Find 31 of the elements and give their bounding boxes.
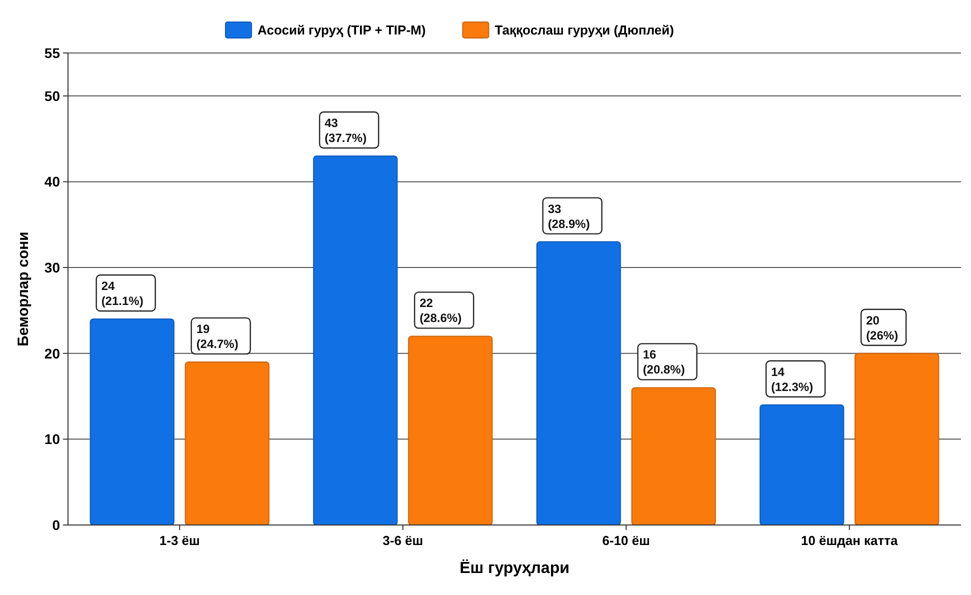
data-label: 33 (28.9%) xyxy=(548,202,590,231)
bar xyxy=(760,404,844,526)
data-label: 19 (24.7%) xyxy=(196,322,238,351)
y-tick-label: 30 xyxy=(44,259,60,276)
bar xyxy=(184,361,270,526)
x-tick-label: 10 ёшдан катта xyxy=(800,533,899,548)
y-axis-title: Беморлар сони xyxy=(15,232,32,346)
x-tick-label: 1-3 ёш xyxy=(159,533,200,548)
y-tick-label: 20 xyxy=(44,345,60,362)
x-axis-title: Ёш гуруҳлари xyxy=(460,559,570,577)
bar xyxy=(536,241,621,526)
x-tick-label: 3-6 ёш xyxy=(382,533,424,548)
y-tick-label: 40 xyxy=(44,174,60,190)
data-label: 43 (37.7%) xyxy=(324,116,367,145)
y-tick-label: 55 xyxy=(44,44,60,61)
bar xyxy=(90,318,174,526)
bar xyxy=(631,387,716,526)
data-label: 20 (26%) xyxy=(866,313,898,342)
legend-label: Асосий гуруҳ (TIP + TIP-M) xyxy=(258,22,426,38)
data-label: 14 (12.3%) xyxy=(771,364,814,394)
data-label: 22 (28.6%) xyxy=(420,296,462,326)
legend-label: Таққослаш гуруҳи (Дюплей) xyxy=(494,22,674,38)
data-label: 24 (21.1%) xyxy=(101,279,144,308)
x-tick-label: 6-10 ёш xyxy=(602,533,650,548)
bar xyxy=(313,155,398,526)
y-tick-label: 0 xyxy=(52,516,60,533)
y-tick-label: 10 xyxy=(44,431,60,448)
bar xyxy=(408,336,493,526)
y-tick-label: 50 xyxy=(44,88,60,104)
bar xyxy=(854,352,940,526)
data-label: 16 (20.8%) xyxy=(642,348,685,377)
